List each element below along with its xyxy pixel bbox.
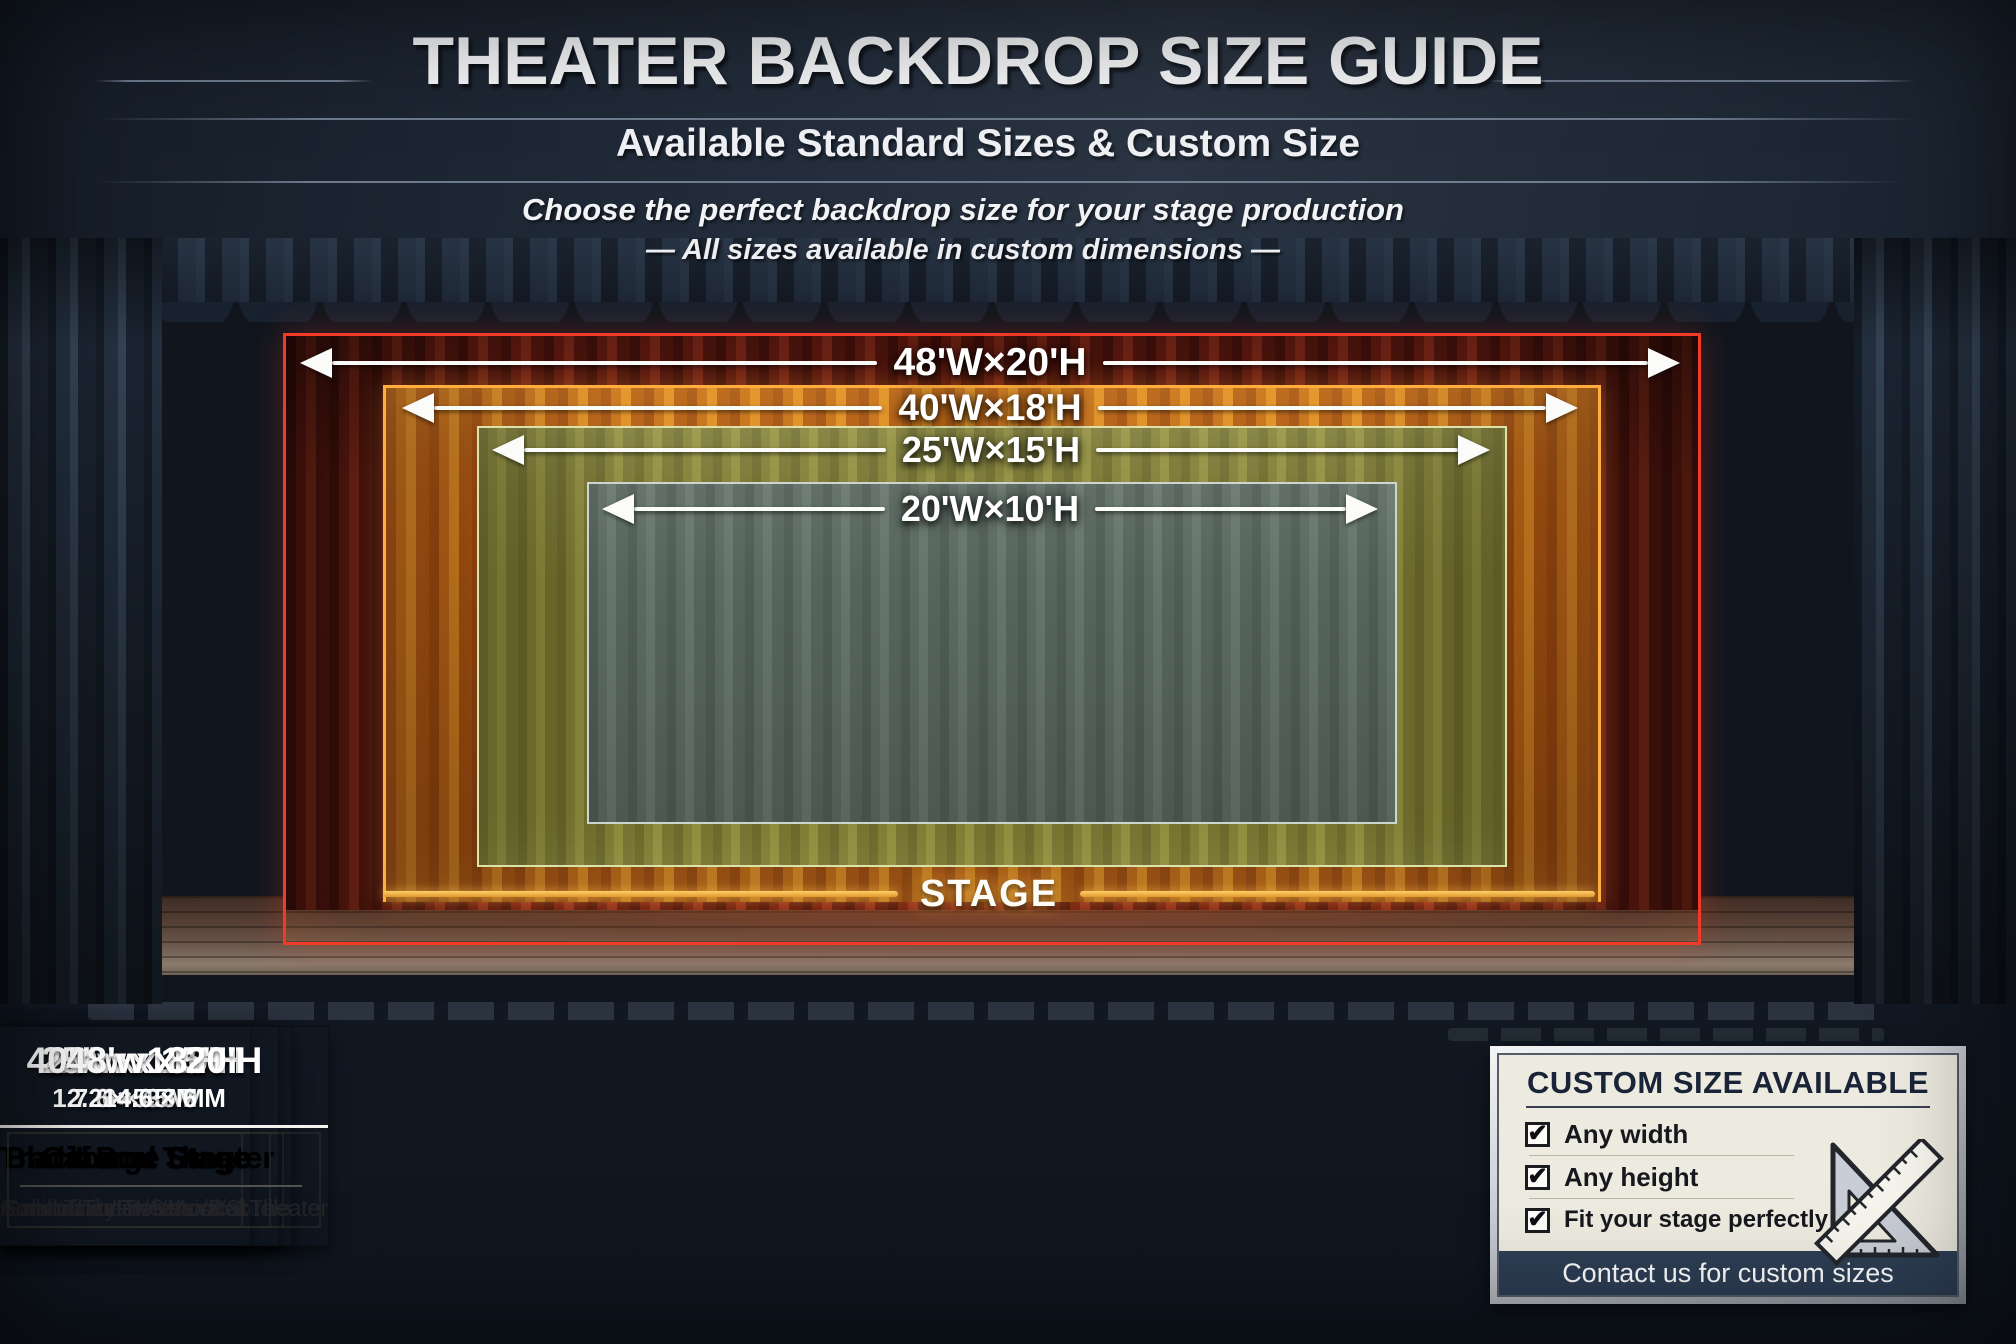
feature-item: ✔ Any height <box>1525 1157 1957 1197</box>
dimension-label: 25'W×15'H <box>901 429 1081 470</box>
stage-label-row: STAGE <box>383 866 1595 922</box>
feature-item: ✔ Fit your stage perfectly <box>1525 1200 1957 1240</box>
backdrop-20x10-outline <box>587 482 1397 824</box>
size-card-dimensions: 25'w x 15'H <box>40 1039 238 1081</box>
size-card-header: 48'w x 20'H 14.6 × 6 M <box>0 1027 329 1128</box>
arrow-right-icon <box>1458 435 1490 465</box>
dimension-row-25x15: 25'W×15'H <box>492 429 1490 471</box>
checkbox-checked-icon: ✔ <box>1525 1121 1550 1147</box>
decorative-line <box>1479 80 1916 82</box>
set-square-ruler-icon <box>1813 1139 1945 1267</box>
dimension-row-48x20: 48'W×20'H <box>300 340 1680 386</box>
page-title: THEATER BACKDROP SIZE GUIDE <box>412 23 1544 99</box>
apron-slats <box>88 1002 1888 1020</box>
apron-slats <box>1448 1028 1884 1041</box>
page-subtitle: Available Standard Sizes & Custom Size <box>615 122 1361 165</box>
dimension-arrow-line <box>1097 406 1547 410</box>
arrow-right-icon <box>1648 348 1680 378</box>
arrow-right-icon <box>1346 494 1378 524</box>
dimension-arrow-line <box>434 406 883 410</box>
size-card-body: Large Stage Auditorium/Professional Thea… <box>0 1128 328 1235</box>
arrow-left-icon <box>402 393 434 423</box>
feature-label: Fit your stage perfectly <box>1564 1206 1829 1233</box>
left-curtain <box>0 238 162 1004</box>
size-card-name: Cabaret Stage <box>41 1140 250 1175</box>
dimension-arrow-line <box>332 361 878 365</box>
dimension-arrow-line <box>1095 507 1346 511</box>
checkbox-checked-icon: ✔ <box>1525 1164 1550 1190</box>
custom-size-panel: CUSTOM SIZE AVAILABLE ✔ Any width ✔ Any … <box>1490 1046 1966 1304</box>
size-card-metric: 14.6 × 6 M <box>102 1082 226 1113</box>
card-divider <box>26 1185 302 1187</box>
size-card-dimensions: 40'w x 18'H <box>26 1039 224 1081</box>
size-card-use: School/Theater/Musical <box>4 1195 246 1221</box>
stage-label: STAGE <box>919 872 1059 915</box>
dimension-row-20x10: 20'W×10'H <box>602 488 1378 530</box>
arrow-left-icon <box>300 348 332 378</box>
arrow-left-icon <box>602 494 634 524</box>
title-underline <box>1526 1106 1930 1108</box>
dimension-arrow-line <box>634 507 885 511</box>
decorative-line <box>95 118 1917 120</box>
dimension-label: 40'W×18'H <box>898 387 1082 428</box>
dimension-arrow-line <box>524 448 886 452</box>
decorative-line <box>95 80 373 82</box>
size-card-dimensions: 20'w x 10'H <box>47 1039 244 1081</box>
right-curtain <box>1854 238 2016 1004</box>
checkbox-checked-icon: ✔ <box>1525 1207 1550 1233</box>
dimension-arrow-line <box>1102 361 1648 365</box>
stage-edge-line <box>383 891 898 897</box>
dimension-arrow-line <box>1096 448 1458 452</box>
size-card-body: Traditional Stage School/Theater/Musical <box>0 1128 250 1235</box>
header-panel: THEATER BACKDROP SIZE GUIDE Available St… <box>0 0 2016 240</box>
size-card-dimensions: 48'w x 20'H <box>65 1039 263 1081</box>
feature-list: ✔ Any width ✔ Any height ✔ Fit your stag… <box>1525 1114 1957 1240</box>
feature-item: ✔ Any width <box>1525 1114 1957 1154</box>
dimension-row-40x18: 40'W×18'H <box>402 386 1579 430</box>
size-card-metric: 6 × 3 M <box>101 1082 190 1113</box>
size-card-metric: 12.2 × 5.5 M <box>52 1082 198 1113</box>
top-valance-curtain <box>152 238 1864 322</box>
decorative-line <box>95 181 1905 183</box>
feature-label: Any width <box>1564 1118 1689 1149</box>
stage-edge-line <box>1080 891 1595 897</box>
arrow-left-icon <box>492 435 524 465</box>
tagline: Choose the perfect backdrop size for you… <box>522 192 1404 227</box>
arrow-right-icon <box>1546 393 1579 423</box>
dimension-label: 20'W×10'H <box>900 488 1080 529</box>
custom-size-title: CUSTOM SIZE AVAILABLE <box>1526 1065 1930 1100</box>
feature-separator <box>1529 1198 1794 1199</box>
size-card-name: Large Stage <box>75 1140 253 1175</box>
size-card-name: Traditional Stage <box>0 1140 250 1175</box>
size-card-name: Black Box Theater <box>3 1140 275 1175</box>
size-card-use: Community Theater/Recital <box>0 1195 279 1221</box>
custom-dimensions-note: — All sizes available in custom dimensio… <box>646 234 1280 266</box>
custom-size-panel-inner: CUSTOM SIZE AVAILABLE ✔ Any width ✔ Any … <box>1497 1053 1959 1297</box>
size-card-metric: 7.6 × 4.6 M <box>73 1082 205 1113</box>
feature-label: Any height <box>1564 1161 1699 1192</box>
size-card-use: Auditorium/Professional Theater <box>0 1195 329 1221</box>
dimension-label: 48'W×20'H <box>893 341 1087 384</box>
feature-separator <box>1529 1155 1794 1156</box>
size-card-48x20: 48'w x 20'H 14.6 × 6 M Large Stage Audit… <box>0 1026 330 1246</box>
